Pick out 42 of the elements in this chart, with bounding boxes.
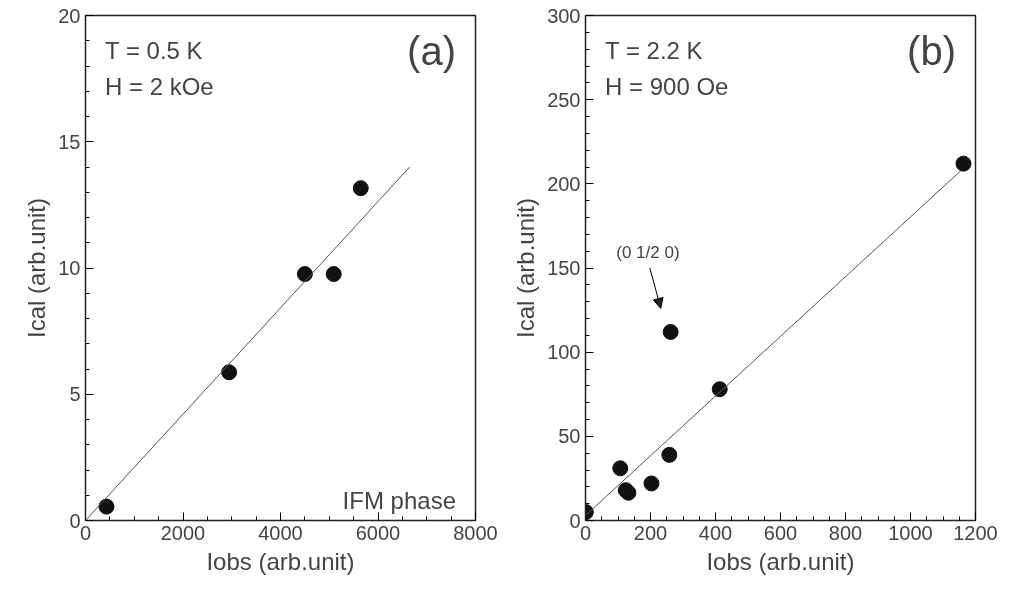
annotation: H = 2 kOe — [105, 72, 214, 100]
x-tick-label: 800 — [828, 521, 863, 544]
x-axis-title: Iobs (arb.unit) — [706, 547, 855, 575]
y-tick-label: 150 — [547, 257, 581, 279]
x-tick-label: 4000 — [258, 521, 303, 544]
y-tick-label: 10 — [58, 257, 81, 279]
y-tick-label: 250 — [547, 88, 581, 111]
y-axis-title: Ical (arb.unit) — [23, 197, 51, 339]
point — [221, 364, 238, 381]
y-tick-label: 5 — [69, 383, 81, 406]
x-axis-title: Iobs (arb.unit) — [206, 547, 355, 575]
point — [662, 323, 679, 340]
x-tick-label: 2000 — [160, 521, 206, 544]
annotation: (a) — [407, 28, 456, 73]
point — [643, 475, 660, 492]
y-tick-label: 100 — [547, 341, 581, 364]
point — [352, 180, 369, 197]
x-tick-label: 1200 — [953, 521, 998, 544]
annotation: (b) — [907, 28, 956, 73]
point — [325, 266, 342, 283]
y-tick-label: 200 — [547, 172, 581, 195]
x-tick-label: 200 — [633, 521, 668, 544]
y-tick-label: 15 — [58, 130, 81, 153]
x-tick-label: 1000 — [888, 521, 933, 544]
annotation: T = 0.5 K — [105, 37, 203, 65]
annotation: (0 1/2 0) — [616, 243, 680, 263]
point — [296, 266, 313, 283]
x-tick-label: 6000 — [355, 521, 401, 544]
annotation: H = 900 Oe — [605, 72, 729, 100]
x-tick-label: 400 — [698, 521, 733, 544]
point — [661, 446, 678, 463]
annotation: IFM phase — [342, 486, 457, 514]
point — [98, 498, 115, 515]
x-tick-label: 8000 — [453, 521, 498, 544]
y-axis-title: Ical (arb.unit) — [512, 197, 540, 339]
x-tick-label: 600 — [763, 521, 798, 544]
y-tick-label: 20 — [58, 4, 81, 27]
y-tick-label: 300 — [547, 4, 581, 27]
annotation: T = 2.2 K — [605, 37, 703, 65]
point — [955, 155, 972, 172]
y-tick-label: 50 — [558, 425, 581, 448]
point — [612, 460, 629, 477]
